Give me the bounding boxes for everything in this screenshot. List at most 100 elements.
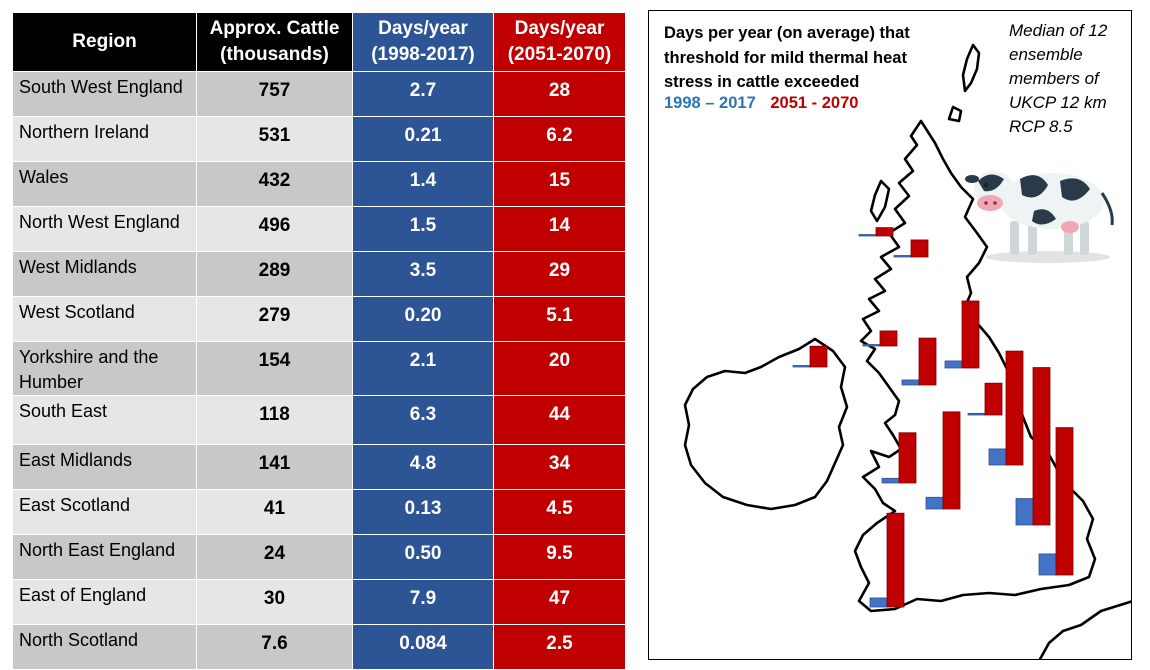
table-row: North East England 24 0.50 9.5 xyxy=(12,534,626,580)
map-title: Days per year (on average) that threshol… xyxy=(664,24,910,91)
table-row: East of England 30 7.9 47 xyxy=(12,579,626,625)
days-2051-2070-cell: 9.5 xyxy=(493,534,626,580)
bar-fut-northern-ireland xyxy=(809,345,828,368)
legend-fut: 2051 - 2070 xyxy=(770,94,859,112)
days-2051-2070-cell: 5.1 xyxy=(493,296,626,342)
table-row: North West England 496 1.5 14 xyxy=(12,206,626,252)
table-row: South East 118 6.3 44 xyxy=(12,395,626,445)
table-row: Wales 432 1.4 15 xyxy=(12,161,626,207)
bar-hist-northern-ireland xyxy=(792,365,811,368)
bar-markers xyxy=(792,227,1074,608)
days-1998-2017-cell: 6.3 xyxy=(352,395,494,445)
days-2051-2070-cell: 4.5 xyxy=(493,489,626,535)
days-2051-2070-cell: 47 xyxy=(493,579,626,625)
bar-hist-north-west-england xyxy=(901,379,920,386)
bar-hist-east-of-england xyxy=(1015,498,1034,526)
days-2051-2070-cell: 15 xyxy=(493,161,626,207)
days-1998-2017-cell: 1.4 xyxy=(352,161,494,207)
days-1998-2017-cell: 2.7 xyxy=(352,71,494,117)
table-body: South West England 757 2.7 28 Northern Irela… xyxy=(12,71,626,670)
days-1998-2017-cell: 0.13 xyxy=(352,489,494,535)
region-cell: East Midlands xyxy=(12,444,197,490)
table-row: East Scotland 41 0.13 4.5 xyxy=(12,489,626,535)
days-2051-2070-cell: 28 xyxy=(493,71,626,117)
table-row: South West England 757 2.7 28 xyxy=(12,71,626,117)
bar-fut-east-of-england xyxy=(1032,367,1051,526)
region-cell: West Scotland xyxy=(12,296,197,342)
bar-fut-north-scotland xyxy=(875,227,894,237)
days-1998-2017-cell: 1.5 xyxy=(352,206,494,252)
table-row: North Scotland 7.6 0.084 2.5 xyxy=(12,624,626,670)
bar-hist-east-midlands xyxy=(988,448,1007,466)
bar-hist-south-east xyxy=(1038,553,1057,576)
shetland-outline xyxy=(961,43,981,93)
bar-fut-east-scotland xyxy=(879,330,898,347)
bar-fut-east-midlands xyxy=(1005,350,1024,466)
table-header-row: Region Approx. Cattle (thousands) Days/y… xyxy=(12,12,626,72)
region-cell: Northern Ireland xyxy=(12,116,197,162)
days-1998-2017-cell: 2.1 xyxy=(352,341,494,396)
bar-hist-wales xyxy=(881,477,900,484)
bar-fut-west-scotland xyxy=(910,239,929,258)
cattle-cell: 154 xyxy=(196,341,353,396)
header-days-1998-2017: Days/year (1998-2017) xyxy=(352,12,494,72)
cattle-cell: 496 xyxy=(196,206,353,252)
region-cell: West Midlands xyxy=(12,251,197,297)
days-1998-2017-cell: 0.50 xyxy=(352,534,494,580)
days-2051-2070-cell: 29 xyxy=(493,251,626,297)
orkney-outline xyxy=(947,105,963,123)
table-row: Yorkshire and the Humber 154 2.1 20 xyxy=(12,341,626,396)
days-1998-2017-cell: 0.084 xyxy=(352,624,494,670)
header-region: Region xyxy=(12,12,197,72)
cattle-cell: 279 xyxy=(196,296,353,342)
bar-fut-yorkshire-and-the-humber xyxy=(961,300,980,369)
days-1998-2017-cell: 7.9 xyxy=(352,579,494,625)
cattle-cell: 24 xyxy=(196,534,353,580)
bar-hist-yorkshire-and-the-humber xyxy=(944,360,963,369)
legend: 1998 – 2017 2051 - 2070 xyxy=(664,94,858,113)
bar-hist-south-west-england xyxy=(869,597,888,608)
days-2051-2070-cell: 2.5 xyxy=(493,624,626,670)
cattle-cell: 30 xyxy=(196,579,353,625)
days-1998-2017-cell: 0.21 xyxy=(352,116,494,162)
days-2051-2070-cell: 44 xyxy=(493,395,626,445)
region-cell: South East xyxy=(12,395,197,445)
cattle-cell: 7.6 xyxy=(196,624,353,670)
header-days-2051-2070: Days/year (2051-2070) xyxy=(493,12,626,72)
region-cell: East Scotland xyxy=(12,489,197,535)
days-2051-2070-cell: 6.2 xyxy=(493,116,626,162)
cattle-cell: 141 xyxy=(196,444,353,490)
cow-icon xyxy=(965,171,1114,263)
bar-fut-north-east-england xyxy=(984,382,1003,416)
region-cell: Yorkshire and the Humber xyxy=(12,341,197,396)
table-row: West Midlands 289 3.5 29 xyxy=(12,251,626,297)
cattle-cell: 757 xyxy=(196,71,353,117)
region-cell: Wales xyxy=(12,161,197,207)
bar-hist-north-east-england xyxy=(967,412,986,416)
days-1998-2017-cell: 3.5 xyxy=(352,251,494,297)
cattle-cell: 118 xyxy=(196,395,353,445)
days-1998-2017-cell: 4.8 xyxy=(352,444,494,490)
region-cell: North East England xyxy=(12,534,197,580)
cattle-cell: 432 xyxy=(196,161,353,207)
ireland-outline xyxy=(683,337,849,511)
bar-fut-wales xyxy=(898,432,917,484)
days-2051-2070-cell: 34 xyxy=(493,444,626,490)
bar-fut-west-midlands xyxy=(942,411,961,510)
cattle-cell: 531 xyxy=(196,116,353,162)
table-row: Northern Ireland 531 0.21 6.2 xyxy=(12,116,626,162)
hebrides-outline xyxy=(869,179,891,223)
bar-hist-west-midlands xyxy=(925,496,944,510)
days-1998-2017-cell: 0.20 xyxy=(352,296,494,342)
bar-hist-west-scotland xyxy=(893,255,912,258)
region-cell: East of England xyxy=(12,579,197,625)
bar-hist-east-scotland xyxy=(862,344,881,347)
cattle-heat-stress-table: Region Approx. Cattle (thousands) Days/y… xyxy=(12,12,626,670)
table-row: West Scotland 279 0.20 5.1 xyxy=(12,296,626,342)
table-row: East Midlands 141 4.8 34 xyxy=(12,444,626,490)
cattle-cell: 289 xyxy=(196,251,353,297)
bar-fut-south-east xyxy=(1055,427,1074,576)
header-cattle: Approx. Cattle (thousands) xyxy=(196,12,353,72)
uk-map-chart xyxy=(683,43,1131,659)
days-2051-2070-cell: 14 xyxy=(493,206,626,252)
